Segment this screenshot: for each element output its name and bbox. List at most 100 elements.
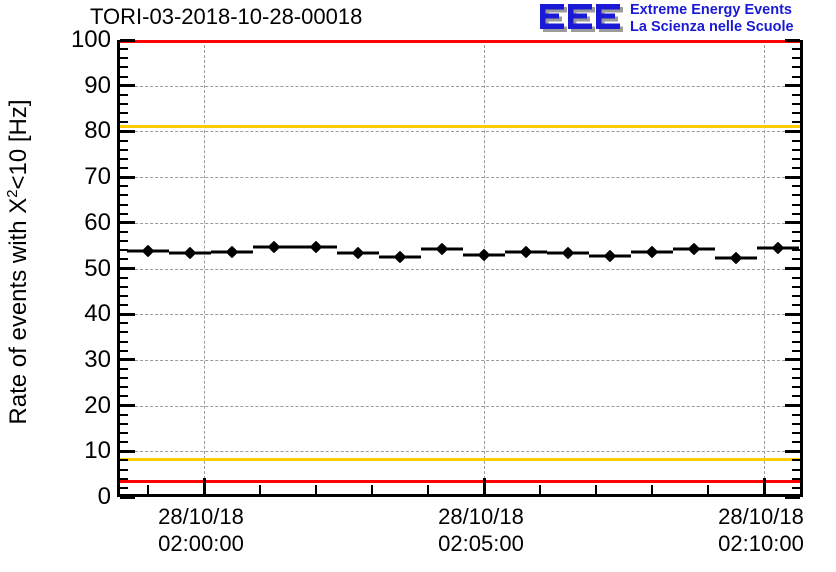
y-axis-tick-label: 90 [84, 71, 111, 99]
y-axis-minor-tick [120, 121, 128, 124]
data-point [267, 241, 281, 254]
data-point [309, 240, 323, 253]
y-axis-major-tick-right [785, 129, 800, 133]
eee-logo-line1: Extreme Energy Events [630, 2, 792, 18]
y-axis-minor-tick-right [792, 441, 800, 444]
data-point [561, 246, 575, 259]
x-axis-minor-tick [371, 485, 373, 494]
y-axis-minor-tick [120, 112, 128, 115]
x-axis-tick-date: 28/10/18 [158, 504, 244, 529]
plot-area [120, 40, 800, 494]
y-axis-major-tick [120, 404, 135, 408]
y-axis-major-tick [120, 267, 135, 270]
y-axis-minor-tick [120, 258, 128, 261]
y-axis-tick-label: 30 [84, 345, 111, 373]
y-axis-tick-label: 10 [84, 437, 111, 465]
page-title: TORI-03-2018-10-28-00018 [90, 4, 363, 29]
y-axis-minor-tick-right [792, 203, 800, 206]
y-axis-minor-tick [120, 294, 128, 297]
x-axis-minor-tick [539, 485, 541, 494]
y-axis-minor-tick [120, 212, 128, 215]
y-axis-minor-tick-right [792, 340, 800, 343]
x-axis-tick-label: 28/10/18 02:05:00 [438, 503, 524, 557]
data-point [351, 246, 365, 260]
y-axis-minor-tick [120, 468, 128, 471]
data-point [225, 245, 239, 259]
data-point [393, 250, 407, 263]
data-point [771, 241, 785, 255]
y-axis-minor-tick [120, 477, 128, 480]
x-axis-minor-tick [595, 485, 597, 494]
y-axis-minor-tick [120, 194, 128, 197]
y-gridline [120, 222, 800, 224]
y-axis-minor-tick [120, 139, 128, 142]
y-axis-minor-tick-right [792, 166, 800, 169]
y-axis-minor-tick-right [792, 304, 800, 307]
y-axis-minor-tick [120, 249, 128, 252]
data-point [477, 248, 491, 262]
y-axis-minor-tick-right [792, 285, 800, 288]
y-axis-minor-tick [120, 422, 128, 425]
data-point [729, 251, 743, 264]
y-axis-minor-tick [120, 486, 128, 489]
y-axis-major-tick [120, 84, 135, 88]
y-axis-minor-tick-right [792, 148, 800, 151]
y-axis-minor-tick-right [792, 212, 800, 215]
y-axis-major-tick [120, 449, 135, 453]
y-axis-major-tick [120, 312, 135, 316]
x-axis-tick-time: 02:10:00 [718, 531, 804, 556]
y-axis-minor-tick [120, 93, 128, 96]
y-axis-minor-tick-right [792, 459, 800, 462]
y-axis-minor-tick-right [792, 395, 800, 398]
y-axis-major-tick [120, 129, 135, 133]
eee-logo-mark [540, 4, 623, 32]
reference-line-lower-red-limit [120, 479, 800, 483]
y-axis-minor-tick [120, 230, 128, 233]
y-axis-minor-tick-right [792, 230, 800, 233]
y-gridline [120, 359, 800, 361]
y-axis-minor-tick-right [792, 413, 800, 416]
y-axis-tick-labels: 0 10 20 30 40 50 60 70 80 90 100 [45, 26, 111, 510]
reference-line-upper-red-limit [120, 40, 800, 43]
y-gridline [120, 405, 800, 407]
y-axis-minor-tick-right [792, 194, 800, 197]
data-point [519, 245, 533, 259]
y-axis-minor-tick [120, 322, 128, 325]
x-axis-major-tick [202, 478, 206, 494]
y-axis-major-tick-right [785, 221, 800, 225]
y-axis-minor-tick [120, 148, 128, 151]
x-gridline [484, 40, 485, 494]
y-axis-major-tick-right [785, 404, 800, 408]
y-axis-major-tick [120, 495, 135, 499]
y-axis-major-tick [120, 38, 135, 42]
x-axis-minor-tick [259, 485, 261, 494]
y-axis-minor-tick [120, 349, 128, 352]
y-axis-minor-tick-right [792, 185, 800, 188]
x-axis-tick-date: 28/10/18 [438, 504, 524, 529]
y-axis-minor-tick-right [792, 102, 800, 105]
y-axis-major-tick [120, 358, 135, 362]
y-axis-title: Rate of events with X2<10 [Hz] [5, 27, 33, 497]
y-axis-minor-tick [120, 203, 128, 206]
x-axis-minor-tick [651, 485, 653, 494]
x-axis-tick-label: 28/10/18 02:10:00 [718, 503, 804, 557]
x-gridline [764, 40, 765, 494]
y-axis-title-prefix: Rate of events with X [5, 197, 32, 425]
y-axis-minor-tick-right [792, 48, 800, 51]
y-axis-minor-tick-right [792, 377, 800, 380]
eee-logo: Extreme Energy Events La Scienza nelle S… [538, 2, 834, 40]
plot-frame [117, 38, 803, 499]
x-axis-tick-time: 02:05:00 [438, 531, 524, 556]
y-axis-major-tick-right [785, 267, 800, 270]
y-gridline [120, 451, 800, 453]
data-point [603, 249, 617, 263]
y-axis-minor-tick [120, 102, 128, 105]
x-axis-minor-tick [315, 485, 317, 494]
y-axis-minor-tick-right [792, 349, 800, 352]
y-axis-tick-label: 50 [84, 254, 111, 282]
y-axis-minor-tick [120, 377, 128, 380]
y-axis-minor-tick-right [792, 468, 800, 471]
y-axis-minor-tick [120, 276, 128, 279]
eee-logo-text: Extreme Energy Events La Scienza nelle S… [630, 2, 794, 36]
